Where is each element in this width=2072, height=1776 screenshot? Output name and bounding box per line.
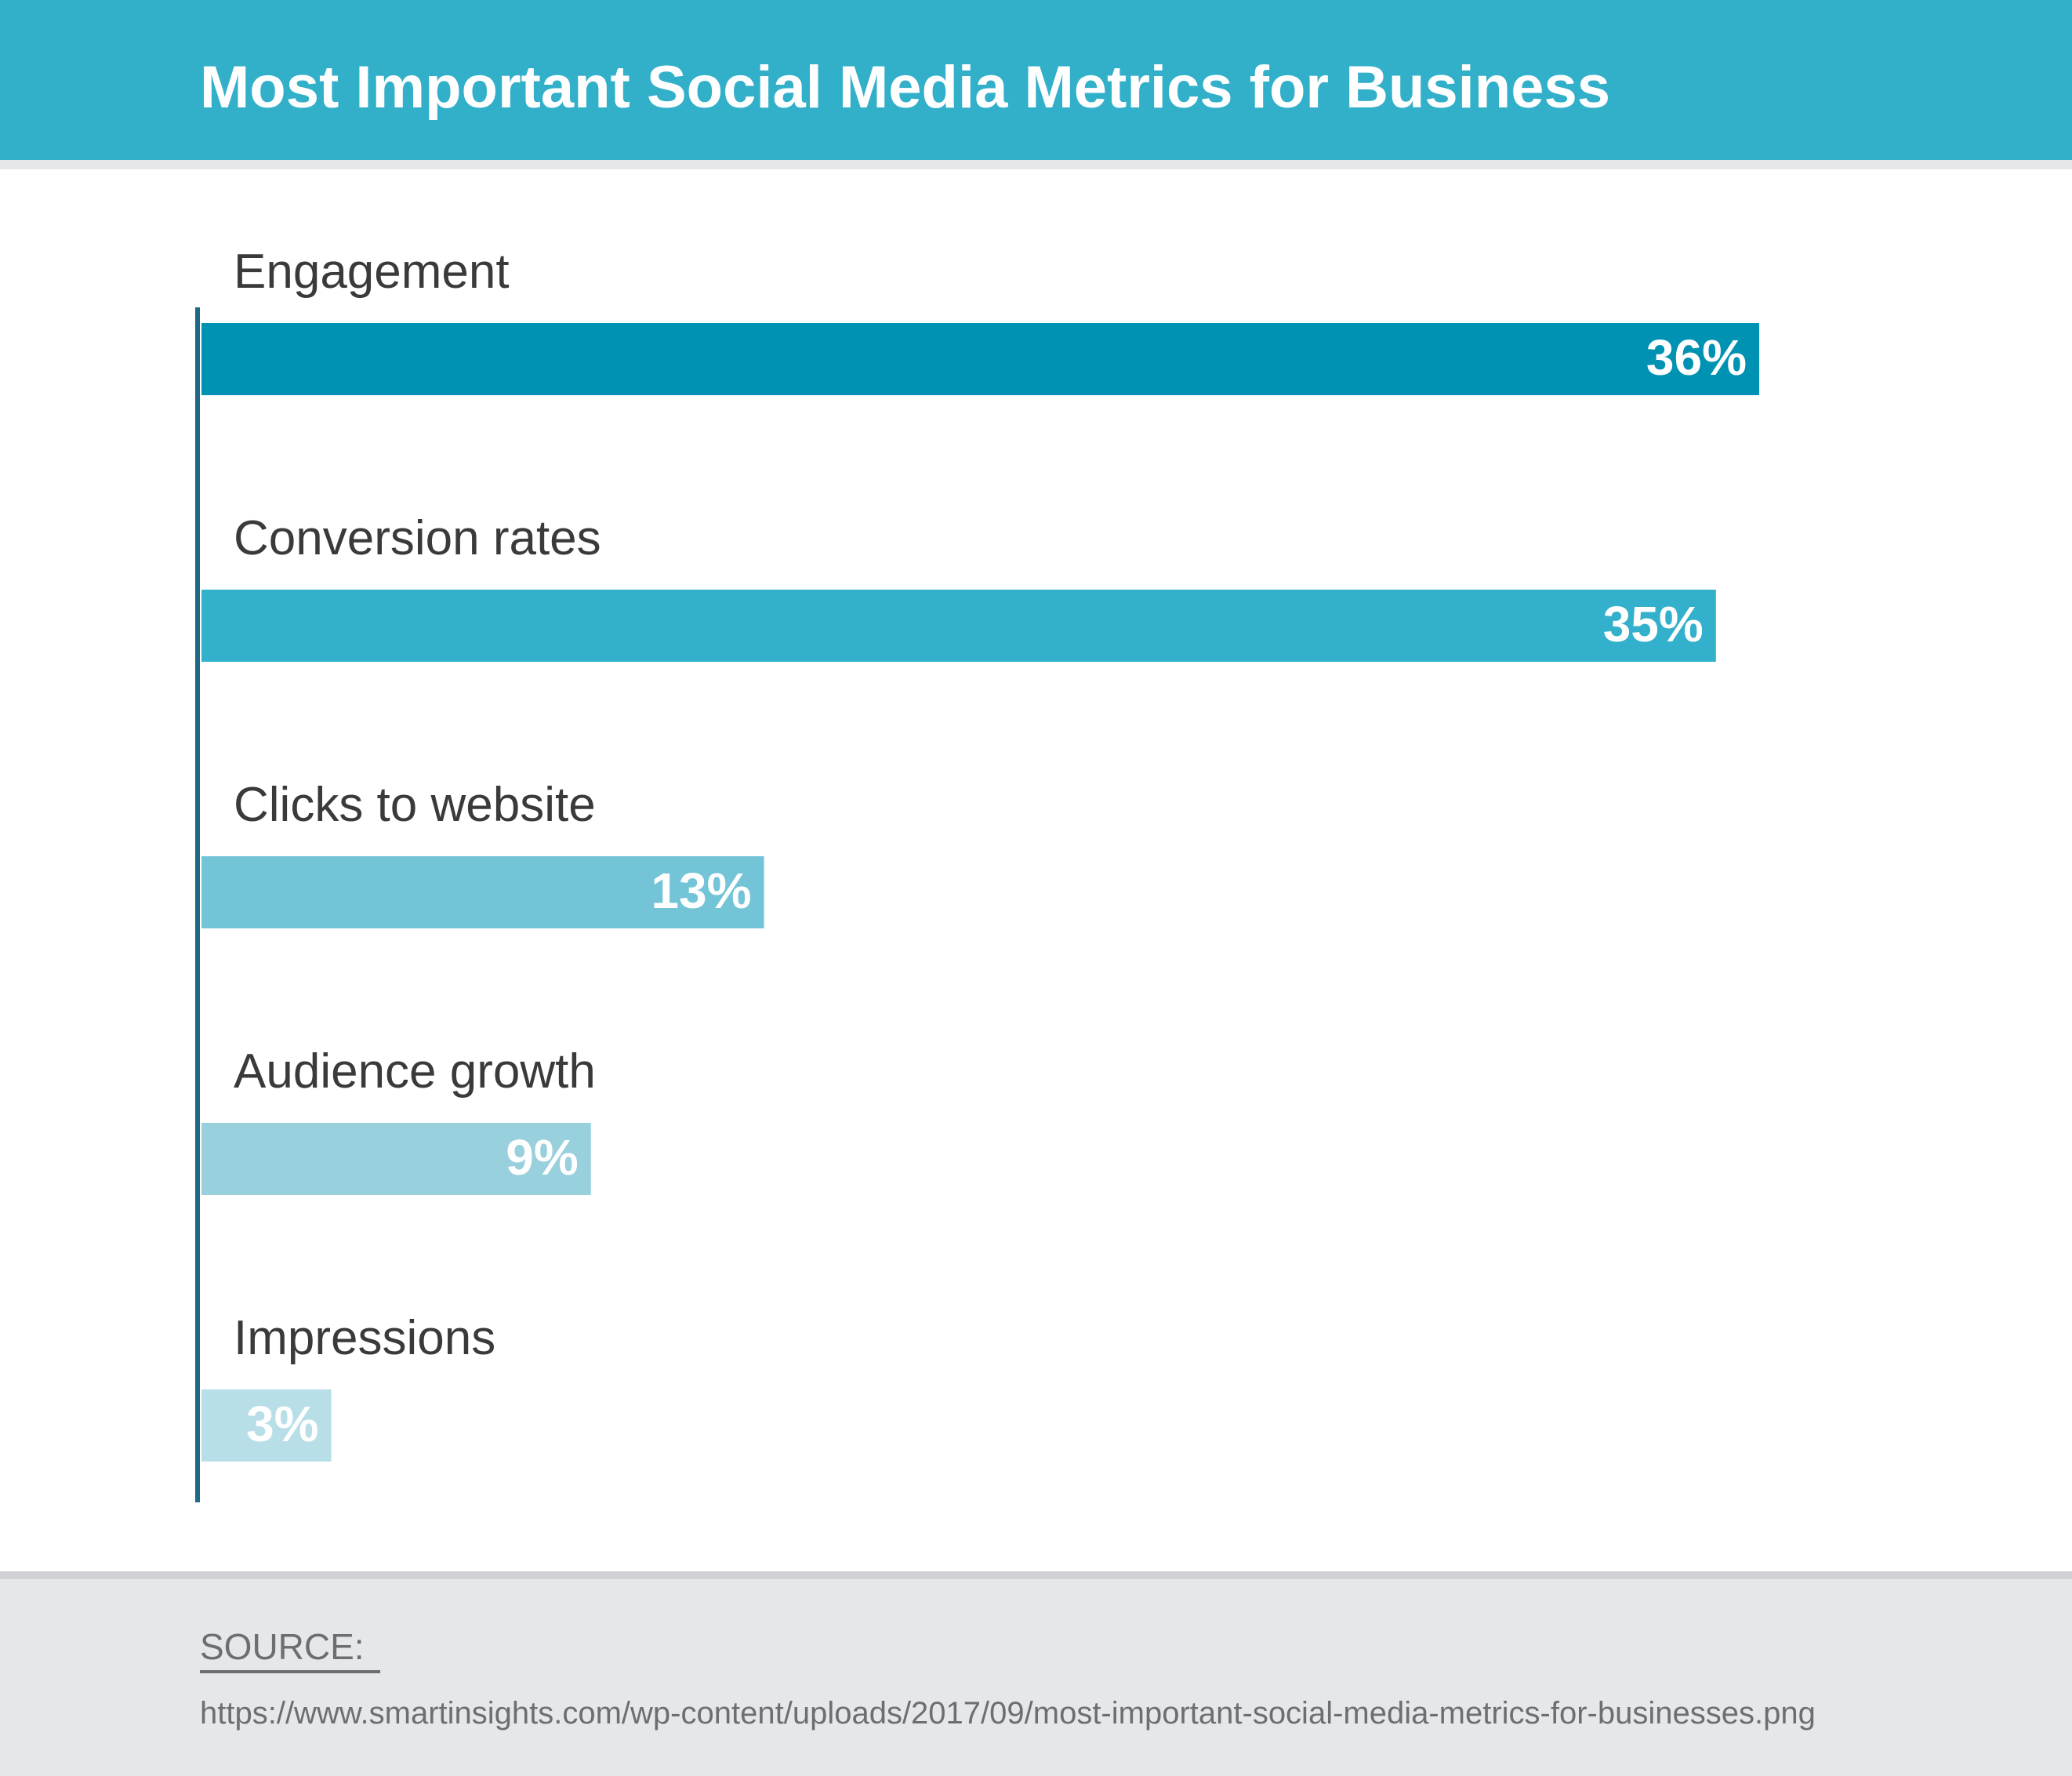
value-label: 35% bbox=[1603, 596, 1704, 652]
category-label: Engagement bbox=[234, 245, 510, 299]
page-title: Most Important Social Media Metrics for … bbox=[200, 54, 1611, 121]
source-label: SOURCE: bbox=[200, 1625, 380, 1673]
header-divider bbox=[0, 160, 2072, 169]
value-label: 9% bbox=[506, 1129, 579, 1186]
category-label: Impressions bbox=[234, 1311, 495, 1365]
category-label: Audience growth bbox=[234, 1044, 596, 1099]
category-label: Clicks to website bbox=[234, 778, 596, 832]
category-label: Conversion rates bbox=[234, 511, 601, 565]
bar bbox=[201, 590, 1716, 662]
bar bbox=[201, 323, 1759, 395]
bar bbox=[201, 1123, 591, 1195]
value-label: 36% bbox=[1646, 329, 1747, 386]
bar-chart: Engagement 36% Conversion rates 35% Clicks t… bbox=[195, 245, 1759, 1502]
bar bbox=[201, 1389, 332, 1462]
footer-divider bbox=[0, 1571, 2072, 1579]
bar bbox=[201, 856, 764, 928]
y-axis-line bbox=[195, 307, 200, 1502]
header-banner bbox=[0, 0, 2072, 160]
footer-panel bbox=[0, 1579, 2072, 1776]
value-label: 13% bbox=[651, 863, 751, 919]
value-label: 3% bbox=[246, 1396, 319, 1452]
source-url[interactable]: https://www.smartinsights.com/wp-content… bbox=[200, 1696, 1816, 1731]
